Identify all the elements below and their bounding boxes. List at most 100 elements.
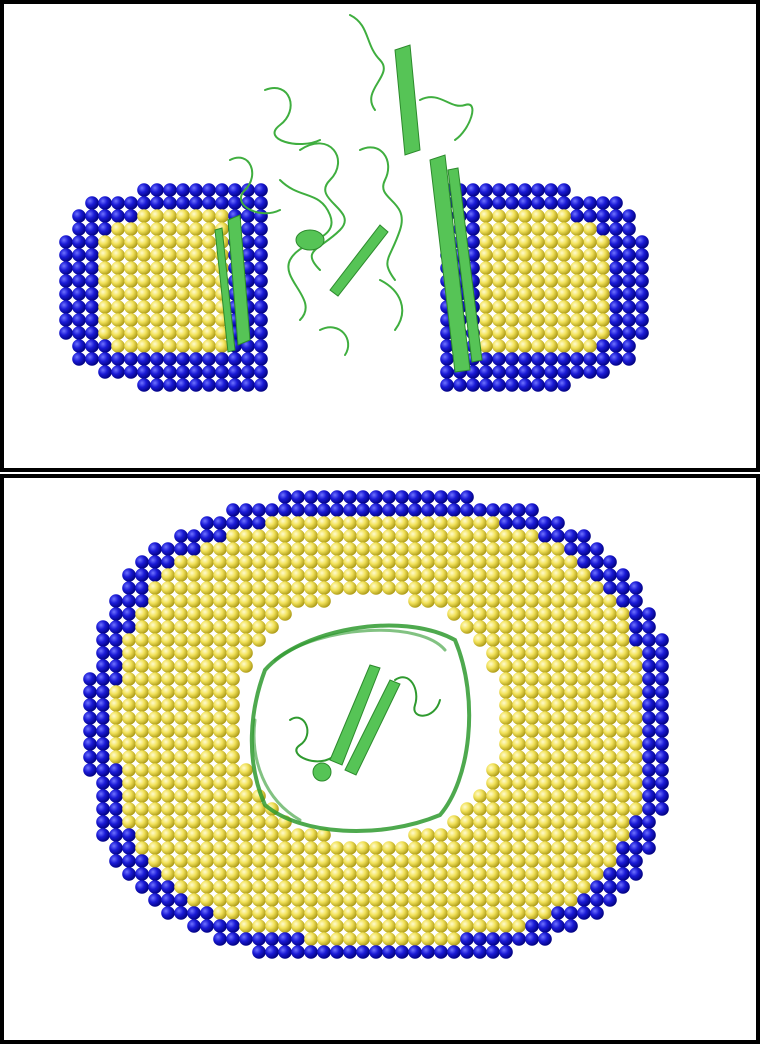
blue-sphere <box>189 183 203 197</box>
yellow-sphere <box>265 542 279 556</box>
yellow-sphere <box>408 828 422 842</box>
blue-sphere <box>228 352 242 366</box>
yellow-sphere <box>512 555 526 569</box>
blue-sphere <box>577 555 591 569</box>
yellow-sphere <box>486 633 500 647</box>
yellow-sphere <box>150 209 164 223</box>
yellow-sphere <box>492 235 506 249</box>
yellow-sphere <box>124 300 138 314</box>
yellow-sphere <box>564 711 578 725</box>
yellow-sphere <box>479 235 493 249</box>
yellow-sphere <box>239 906 253 920</box>
yellow-sphere <box>479 222 493 236</box>
yellow-sphere <box>395 932 409 946</box>
yellow-sphere <box>252 555 266 569</box>
yellow-sphere <box>583 261 597 275</box>
blue-sphere <box>187 919 201 933</box>
blue-sphere <box>161 906 175 920</box>
yellow-sphere <box>473 802 487 816</box>
blue-sphere <box>629 594 643 608</box>
yellow-sphere <box>551 815 565 829</box>
yellow-sphere <box>174 711 188 725</box>
yellow-sphere <box>122 711 136 725</box>
yellow-sphere <box>124 222 138 236</box>
yellow-sphere <box>213 737 227 751</box>
yellow-sphere <box>174 776 188 790</box>
yellow-sphere <box>408 555 422 569</box>
yellow-sphere <box>200 867 214 881</box>
blue-sphere <box>655 698 669 712</box>
blue-sphere <box>343 945 357 959</box>
yellow-sphere <box>330 919 344 933</box>
yellow-sphere <box>189 248 203 262</box>
yellow-sphere <box>150 235 164 249</box>
yellow-sphere <box>213 620 227 634</box>
yellow-sphere <box>304 542 318 556</box>
yellow-sphere <box>577 802 591 816</box>
blue-sphere <box>492 196 506 210</box>
blue-sphere <box>176 378 190 392</box>
yellow-sphere <box>603 672 617 686</box>
yellow-sphere <box>577 581 591 595</box>
yellow-sphere <box>486 607 500 621</box>
yellow-sphere <box>135 672 149 686</box>
yellow-sphere <box>525 828 539 842</box>
yellow-sphere <box>202 313 216 327</box>
yellow-sphere <box>629 789 643 803</box>
yellow-sphere <box>161 620 175 634</box>
blue-sphere <box>642 815 656 829</box>
yellow-sphere <box>137 313 151 327</box>
blue-sphere <box>622 235 636 249</box>
yellow-sphere <box>356 529 370 543</box>
yellow-sphere <box>492 248 506 262</box>
yellow-sphere <box>176 248 190 262</box>
yellow-sphere <box>226 685 240 699</box>
blue-sphere <box>317 490 331 504</box>
blue-sphere <box>109 815 123 829</box>
yellow-sphere <box>577 750 591 764</box>
blue-sphere <box>187 542 201 556</box>
yellow-sphere <box>447 815 461 829</box>
yellow-sphere <box>111 313 125 327</box>
yellow-sphere <box>187 594 201 608</box>
blue-sphere <box>577 529 591 543</box>
yellow-sphere <box>499 802 513 816</box>
blue-sphere <box>479 352 493 366</box>
blue-sphere <box>616 568 630 582</box>
yellow-sphere <box>343 854 357 868</box>
yellow-sphere <box>531 222 545 236</box>
yellow-sphere <box>137 222 151 236</box>
blue-sphere <box>343 490 357 504</box>
blue-sphere <box>479 378 493 392</box>
yellow-sphere <box>486 542 500 556</box>
yellow-sphere <box>174 672 188 686</box>
yellow-sphere <box>304 841 318 855</box>
yellow-sphere <box>187 789 201 803</box>
yellow-sphere <box>596 287 610 301</box>
blue-sphere <box>59 300 73 314</box>
yellow-sphere <box>278 906 292 920</box>
yellow-sphere <box>486 789 500 803</box>
yellow-sphere <box>163 261 177 275</box>
yellow-sphere <box>161 685 175 699</box>
blue-sphere <box>187 529 201 543</box>
yellow-sphere <box>200 568 214 582</box>
ribbon <box>289 716 336 763</box>
blue-sphere <box>98 352 112 366</box>
blue-sphere <box>304 945 318 959</box>
blue-sphere <box>609 222 623 236</box>
yellow-sphere <box>291 893 305 907</box>
yellow-sphere <box>174 568 188 582</box>
yellow-sphere <box>421 555 435 569</box>
yellow-sphere <box>278 854 292 868</box>
yellow-sphere <box>343 906 357 920</box>
yellow-sphere <box>570 235 584 249</box>
yellow-sphere <box>538 789 552 803</box>
yellow-sphere <box>200 711 214 725</box>
yellow-sphere <box>356 906 370 920</box>
yellow-sphere <box>122 633 136 647</box>
yellow-sphere <box>564 854 578 868</box>
yellow-sphere <box>603 828 617 842</box>
yellow-sphere <box>408 542 422 556</box>
blue-sphere <box>590 568 604 582</box>
